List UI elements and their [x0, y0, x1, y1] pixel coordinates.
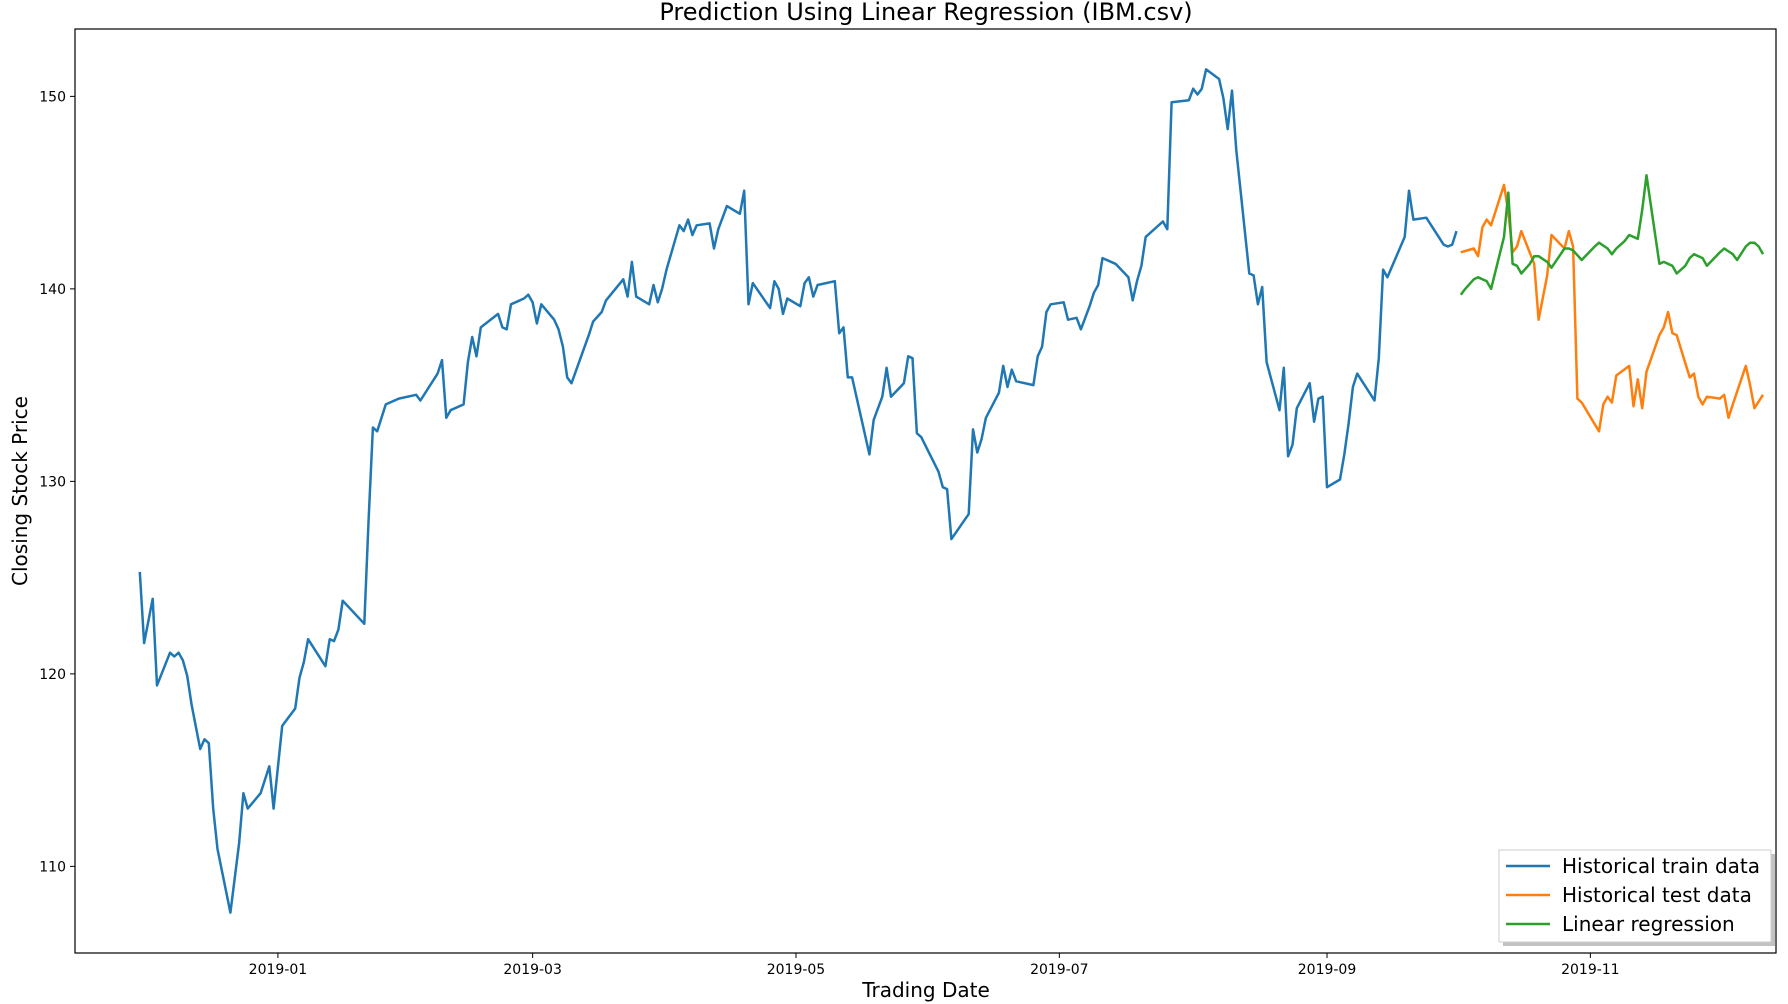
x-axis-title: Trading Date: [861, 978, 990, 1002]
legend-label-test: Historical test data: [1562, 883, 1752, 907]
chart-title: Prediction Using Linear Regression (IBM.…: [659, 0, 1192, 26]
x-tick-label: 2019-05: [767, 962, 826, 978]
y-tick-label: 120: [39, 667, 66, 683]
series-line-regression: [1459, 174, 1765, 296]
x-tick-label: 2019-01: [249, 962, 308, 978]
y-tick-label: 150: [39, 89, 66, 105]
legend-label-train: Historical train data: [1562, 854, 1760, 878]
y-tick-label: 110: [39, 859, 66, 875]
x-tick-label: 2019-07: [1030, 962, 1089, 978]
x-tick-label: 2019-03: [503, 962, 562, 978]
y-tick-label: 130: [39, 474, 66, 490]
x-tick-label: 2019-11: [1561, 962, 1620, 978]
series-layer: [138, 68, 1765, 914]
legend-label-regression: Linear regression: [1562, 912, 1735, 936]
x-axis: 2019-01 2019-03 2019-05 2019-07 2019-09 2019-…: [249, 953, 1620, 978]
y-axis-title: Closing Stock Price: [8, 396, 32, 586]
y-tick-label: 140: [39, 282, 66, 298]
x-tick-label: 2019-09: [1298, 962, 1357, 978]
y-axis: 110 120 130 140 150: [39, 89, 75, 875]
legend: Historical train data Historical test da…: [1498, 849, 1775, 946]
plot-frame: [74, 28, 1777, 954]
series-line-train: [138, 68, 1458, 914]
